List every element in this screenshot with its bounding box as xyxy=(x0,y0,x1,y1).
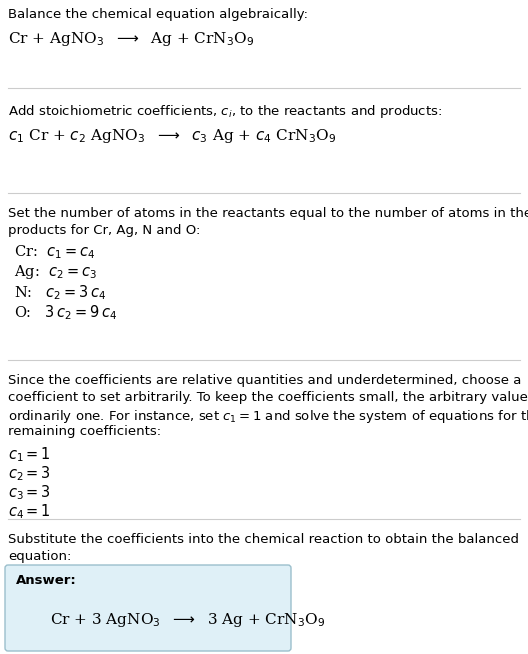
Text: ordinarily one. For instance, set $c_1 = 1$ and solve the system of equations fo: ordinarily one. For instance, set $c_1 =… xyxy=(8,408,528,425)
Text: $c_4 = 1$: $c_4 = 1$ xyxy=(8,502,51,521)
Text: O:   $3\,c_2 = 9\,c_4$: O: $3\,c_2 = 9\,c_4$ xyxy=(14,303,117,322)
Text: Cr + AgNO$_3$  $\longrightarrow$  Ag + CrN$_3$O$_9$: Cr + AgNO$_3$ $\longrightarrow$ Ag + CrN… xyxy=(8,30,254,48)
Text: $c_1$ Cr + $c_2$ AgNO$_3$  $\longrightarrow$  $c_3$ Ag + $c_4$ CrN$_3$O$_9$: $c_1$ Cr + $c_2$ AgNO$_3$ $\longrightarr… xyxy=(8,127,336,145)
Text: Since the coefficients are relative quantities and underdetermined, choose a: Since the coefficients are relative quan… xyxy=(8,374,521,387)
Text: Substitute the coefficients into the chemical reaction to obtain the balanced: Substitute the coefficients into the che… xyxy=(8,533,519,546)
Text: $c_1 = 1$: $c_1 = 1$ xyxy=(8,445,51,464)
Text: N:   $c_2 = 3\,c_4$: N: $c_2 = 3\,c_4$ xyxy=(14,283,106,301)
Text: Cr:  $c_1 = c_4$: Cr: $c_1 = c_4$ xyxy=(14,243,96,261)
Text: Balance the chemical equation algebraically:: Balance the chemical equation algebraica… xyxy=(8,8,308,21)
Text: $c_2 = 3$: $c_2 = 3$ xyxy=(8,464,51,483)
Text: Answer:: Answer: xyxy=(16,574,77,587)
Text: coefficient to set arbitrarily. To keep the coefficients small, the arbitrary va: coefficient to set arbitrarily. To keep … xyxy=(8,391,528,404)
Text: remaining coefficients:: remaining coefficients: xyxy=(8,425,161,438)
Text: Add stoichiometric coefficients, $c_i$, to the reactants and products:: Add stoichiometric coefficients, $c_i$, … xyxy=(8,103,442,120)
FancyBboxPatch shape xyxy=(5,565,291,651)
Text: products for Cr, Ag, N and O:: products for Cr, Ag, N and O: xyxy=(8,224,200,237)
Text: equation:: equation: xyxy=(8,550,71,563)
Text: Ag:  $c_2 = c_3$: Ag: $c_2 = c_3$ xyxy=(14,263,97,281)
Text: Cr + 3 AgNO$_3$  $\longrightarrow$  3 Ag + CrN$_3$O$_9$: Cr + 3 AgNO$_3$ $\longrightarrow$ 3 Ag +… xyxy=(50,611,325,629)
Text: $c_3 = 3$: $c_3 = 3$ xyxy=(8,483,51,502)
Text: Set the number of atoms in the reactants equal to the number of atoms in the: Set the number of atoms in the reactants… xyxy=(8,207,528,220)
